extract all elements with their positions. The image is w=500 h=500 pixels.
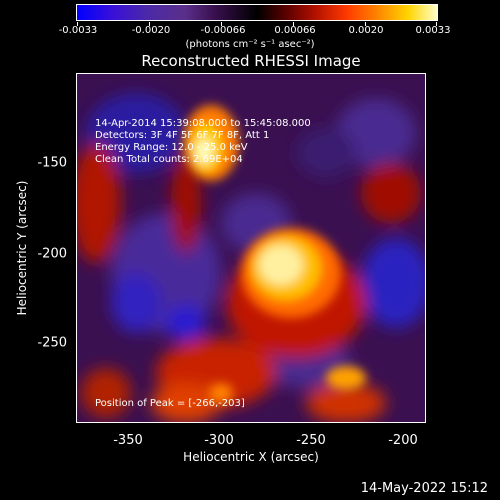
image-info-line: Detectors: 3F 4F 5F 6F 7F 8F, Att 1	[95, 130, 269, 141]
x-tick-label: -250	[296, 433, 326, 448]
colorbar-units: (photons cm⁻² s⁻¹ asec⁻²)	[185, 39, 315, 50]
rhessi-image[interactable]: 14-Apr-2014 15:39:08.000 to 15:45:08.000…	[76, 73, 426, 423]
peak-position-label: Position of Peak = [-266,-203]	[95, 398, 245, 409]
y-tick-label: -200	[37, 246, 67, 262]
generation-timestamp: 14-May-2022 15:12	[360, 481, 488, 496]
x-tick-label: -350	[113, 433, 143, 448]
y-axis-label: Heliocentric Y (arcsec)	[15, 180, 29, 316]
x-tick-label: -300	[204, 433, 234, 448]
colorbar-tick: 0.0020	[348, 25, 384, 36]
image-title: Reconstructed RHESSI Image	[141, 52, 361, 70]
colorbar-tick: -0.0033	[58, 25, 98, 36]
x-axis-label: Heliocentric X (arcsec)	[183, 450, 319, 464]
colorbar	[76, 4, 438, 26]
y-tick-label: -150	[37, 155, 67, 171]
colorbar-tick: -0.00066	[200, 25, 246, 36]
colorbar-tick: 0.0033	[415, 25, 451, 36]
image-info-line: Clean Total counts: 2.69E+04	[95, 154, 243, 165]
image-info-line: Energy Range: 12.0 - 25.0 keV	[95, 142, 248, 153]
x-tick-label: -200	[388, 433, 418, 448]
image-info-line: 14-Apr-2014 15:39:08.000 to 15:45:08.000	[95, 118, 311, 129]
y-tick-label: -250	[37, 335, 67, 351]
colorbar-tick: 0.00066	[274, 25, 316, 36]
colorbar-tick: -0.0020	[131, 25, 171, 36]
